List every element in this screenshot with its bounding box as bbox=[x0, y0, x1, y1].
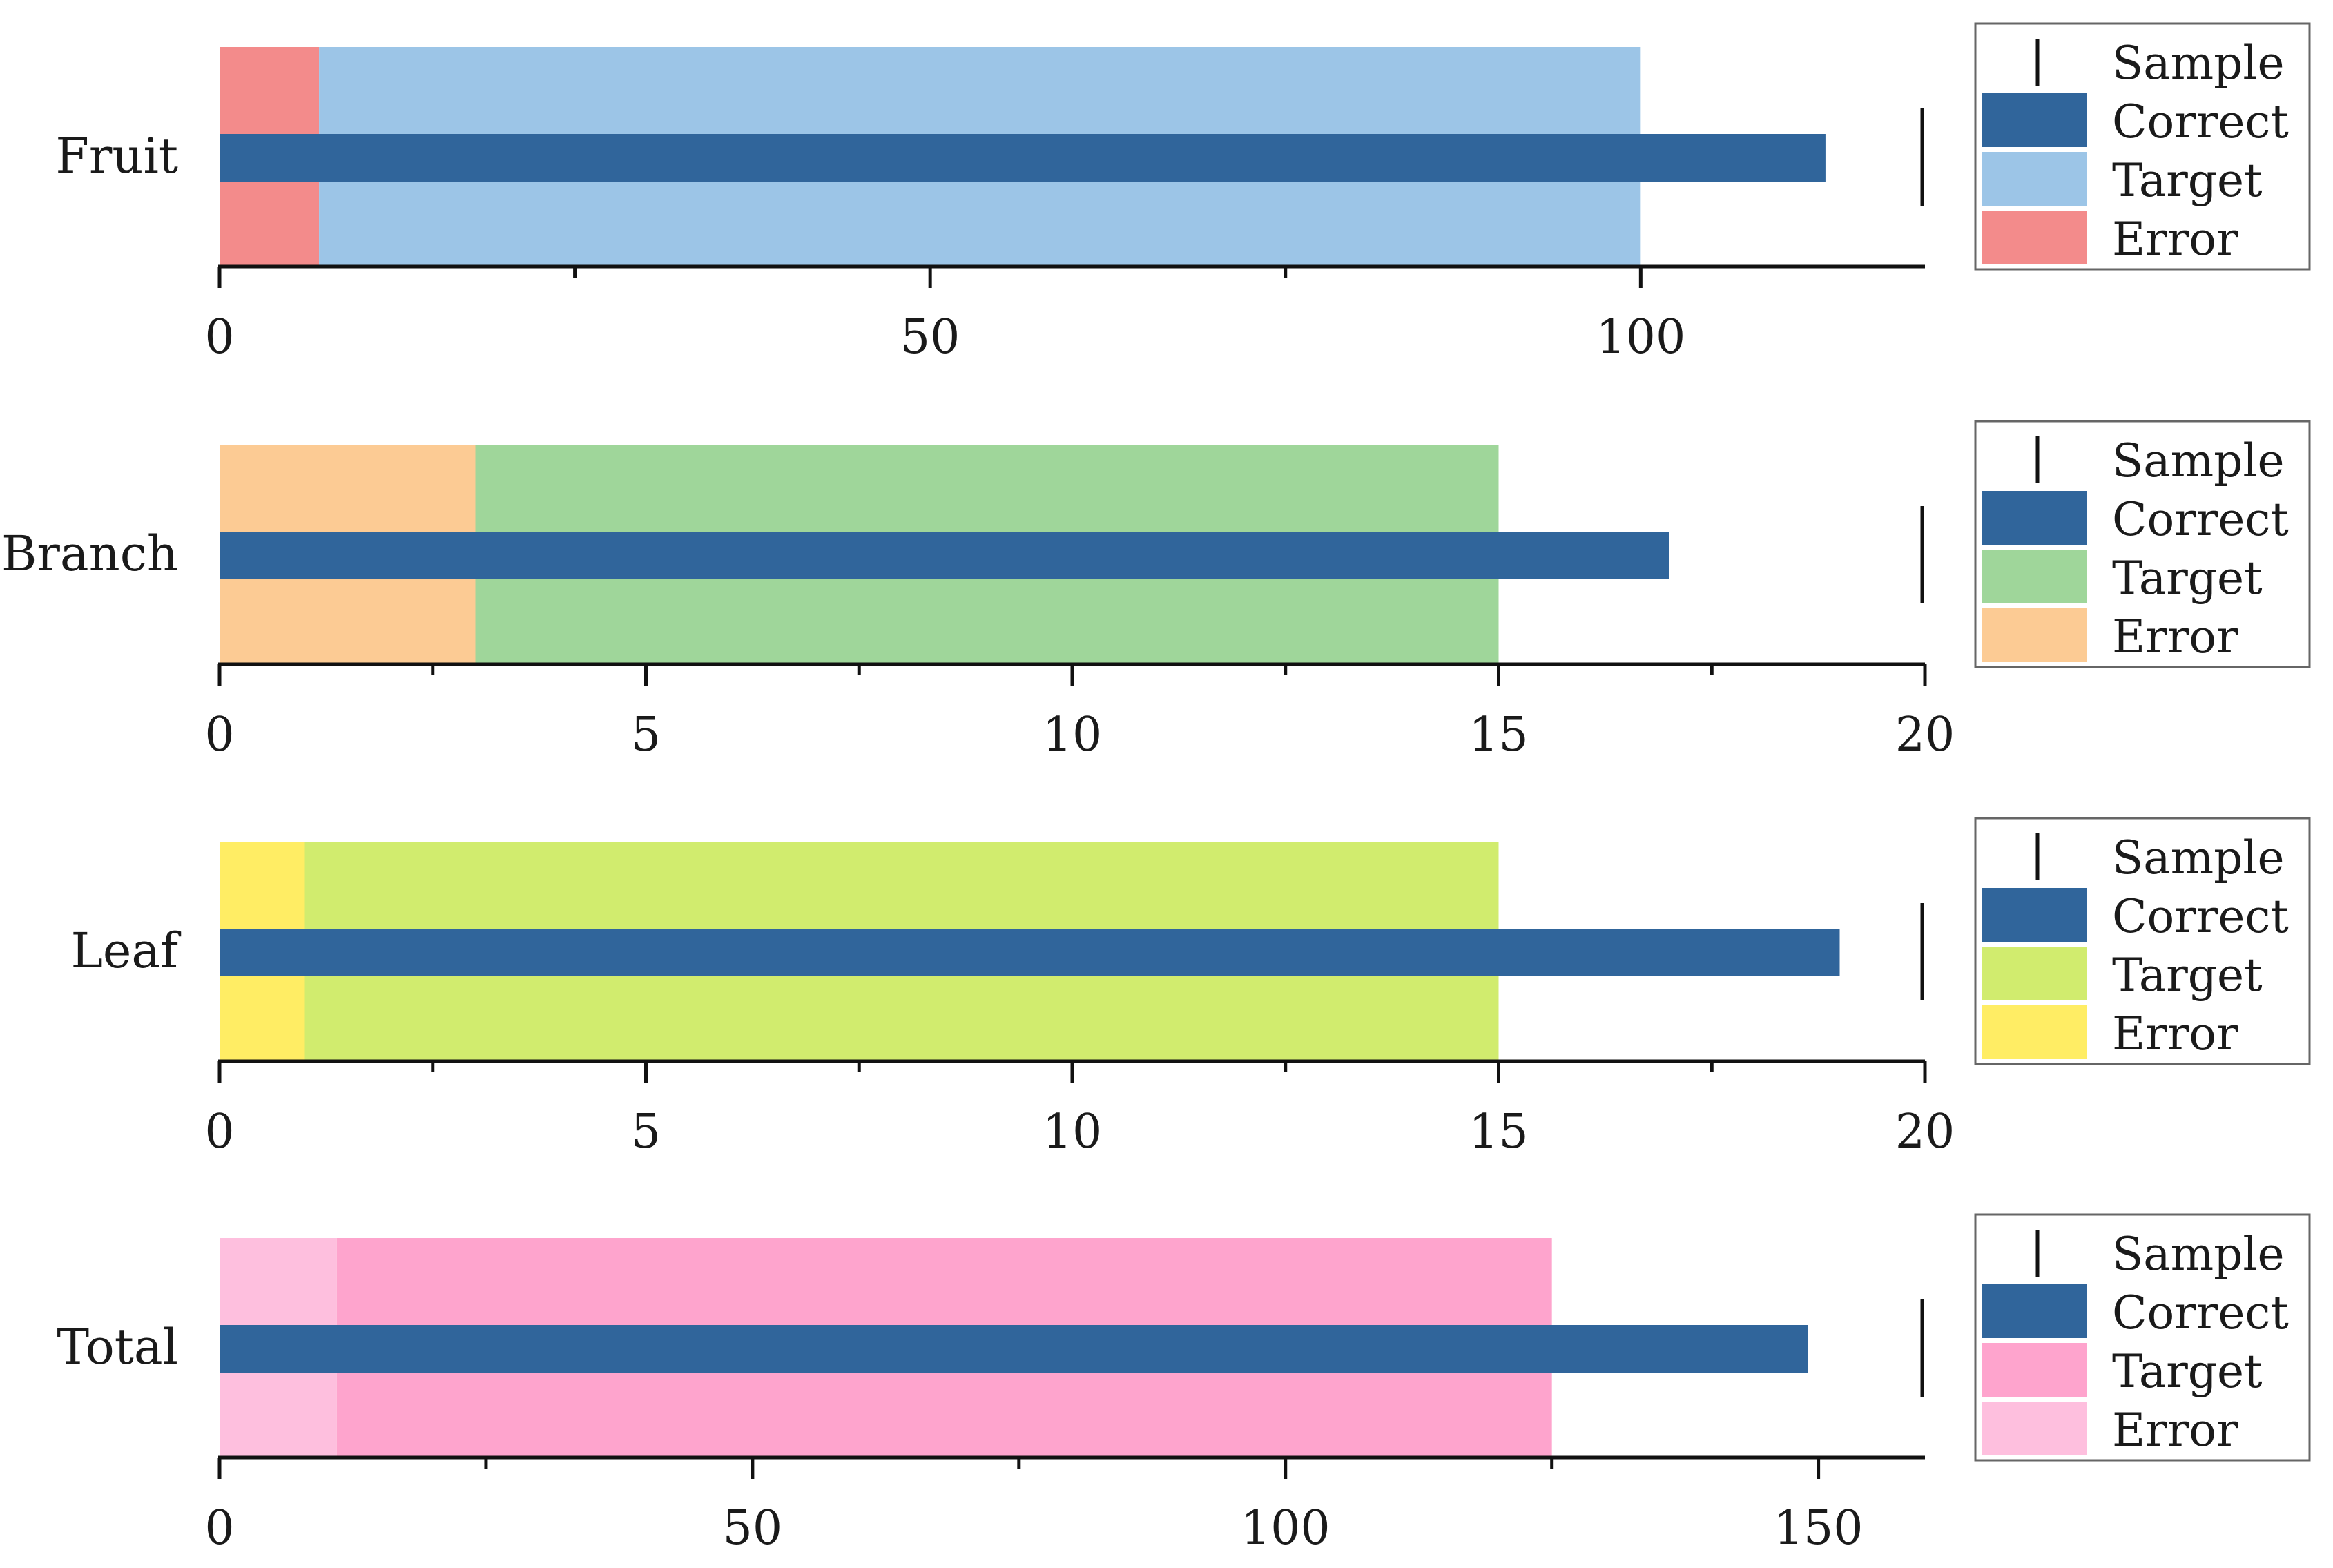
x-tick-label: 100 bbox=[1596, 310, 1685, 365]
legend-item-target: Target bbox=[2112, 552, 2263, 605]
legend-item-sample: Sample bbox=[2112, 434, 2285, 487]
x-tick-label: 20 bbox=[1895, 708, 1955, 762]
legend-item-error-swatch bbox=[1982, 1005, 2087, 1059]
legend-item-correct-swatch bbox=[1982, 1284, 2087, 1338]
legend-item-target: Target bbox=[2112, 154, 2263, 207]
legend-item-target-swatch bbox=[1982, 1343, 2087, 1397]
x-tick-label: 10 bbox=[1043, 708, 1103, 762]
x-tick-label: 0 bbox=[204, 310, 234, 365]
x-tick-label: 5 bbox=[631, 1105, 661, 1159]
x-tick-label: 0 bbox=[204, 1501, 234, 1556]
correct-bar bbox=[220, 1325, 1808, 1373]
legend-item-sample: Sample bbox=[2112, 37, 2285, 90]
legend-item-correct: Correct bbox=[2112, 493, 2289, 546]
legend-item-correct-swatch bbox=[1982, 491, 2087, 545]
x-tick-label: 0 bbox=[204, 708, 234, 762]
legend-item-correct: Correct bbox=[2112, 95, 2289, 148]
category-label: Fruit bbox=[55, 128, 178, 184]
correct-bar bbox=[220, 134, 1826, 182]
legend-item-sample: Sample bbox=[2112, 831, 2285, 884]
legend-item-correct: Correct bbox=[2112, 1286, 2289, 1339]
legend-item-error: Error bbox=[2112, 610, 2238, 664]
legend-item-sample: Sample bbox=[2112, 1228, 2285, 1281]
x-tick-label: 150 bbox=[1774, 1501, 1864, 1556]
legend-item-error-swatch bbox=[1982, 608, 2087, 662]
x-tick-label: 0 bbox=[204, 1105, 234, 1159]
legend-item-error: Error bbox=[2112, 1007, 2238, 1061]
legend-item-error: Error bbox=[2112, 1404, 2238, 1457]
legend-item-error-swatch bbox=[1982, 1402, 2087, 1455]
legend-item-target: Target bbox=[2112, 1345, 2263, 1398]
legend-item-target-swatch bbox=[1982, 550, 2087, 603]
category-label: Total bbox=[57, 1319, 178, 1375]
category-label: Branch bbox=[1, 525, 178, 582]
x-tick-label: 100 bbox=[1241, 1501, 1330, 1556]
x-tick-label: 15 bbox=[1469, 708, 1529, 762]
legend-item-error: Error bbox=[2112, 213, 2238, 266]
legend-item-target-swatch bbox=[1982, 152, 2087, 206]
category-label: Leaf bbox=[70, 922, 182, 979]
legend-item-target: Target bbox=[2112, 949, 2263, 1002]
legend-item-correct-swatch bbox=[1982, 888, 2087, 942]
correct-bar bbox=[220, 929, 1840, 976]
x-tick-label: 50 bbox=[900, 310, 960, 365]
legend-item-correct-swatch bbox=[1982, 93, 2087, 147]
x-tick-label: 15 bbox=[1469, 1105, 1529, 1159]
x-tick-label: 20 bbox=[1895, 1105, 1955, 1159]
legend-item-error-swatch bbox=[1982, 211, 2087, 264]
x-tick-label: 10 bbox=[1043, 1105, 1103, 1159]
legend-item-correct: Correct bbox=[2112, 890, 2289, 943]
correct-bar bbox=[220, 532, 1669, 579]
legend-item-target-swatch bbox=[1982, 947, 2087, 1000]
x-tick-label: 5 bbox=[631, 708, 661, 762]
x-tick-label: 50 bbox=[723, 1501, 783, 1556]
